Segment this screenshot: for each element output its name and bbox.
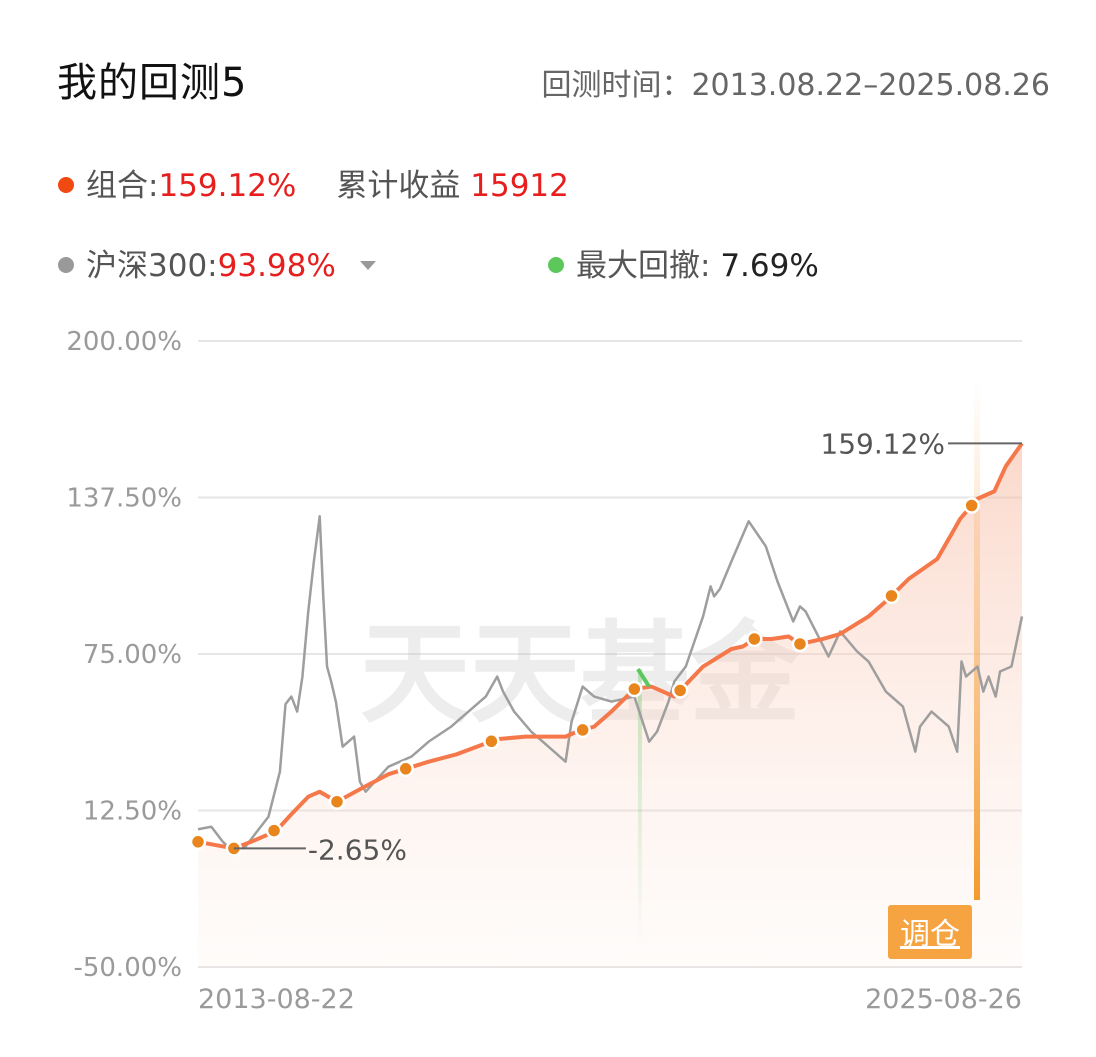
rebalance-marker[interactable]: [791, 635, 809, 653]
drawdown-band: [637, 669, 642, 947]
rebalance-marker[interactable]: [574, 721, 591, 739]
rebalance-marker[interactable]: [265, 822, 283, 839]
annotation-label: -2.65%: [308, 833, 407, 866]
benchmark-return: 93.98%: [217, 248, 336, 284]
max-drawdown-legend: 最大回撤: 7.69%: [548, 240, 819, 285]
benchmark-line: [197, 515, 1024, 854]
legend-row-portfolio: 组合:159.12% 累计收益 15912: [58, 160, 569, 205]
y-tick-label: 137.50%: [66, 484, 182, 514]
cumulative-label: 累计收益: [336, 168, 461, 204]
rebalance-marker[interactable]: [671, 682, 689, 699]
max-drawdown-value: 7.69%: [720, 248, 819, 284]
benchmark-dot-icon: [58, 256, 74, 273]
rebalance-marker[interactable]: [963, 497, 980, 514]
portfolio-area: [198, 443, 1022, 967]
legend-row-benchmark: 沪深300:93.98% 最大回撤: 7.69%: [58, 240, 819, 285]
benchmark-selector[interactable]: 沪深300:93.98%: [58, 248, 376, 284]
y-tick-label: 75.00%: [83, 640, 182, 670]
series-lines: [197, 442, 1024, 854]
drawdown-band-fill: [637, 669, 642, 947]
rebalance-marker[interactable]: [746, 630, 763, 648]
rebalance-button[interactable]: 调仓: [888, 905, 972, 959]
y-tick-label: 200.00%: [66, 327, 182, 357]
y-tick-label: -50.00%: [73, 953, 182, 983]
portfolio-area-fill: [198, 443, 1022, 967]
cumulative-value: 15912: [470, 168, 569, 204]
rebalance-guide: [974, 380, 980, 900]
portfolio-line: [197, 442, 1024, 851]
page-title: 我的回测5: [57, 60, 248, 106]
x-axis: 2013-08-22 2025-08-26: [198, 984, 1022, 1015]
rebalance-marker[interactable]: [397, 760, 414, 778]
rebalance-markers: [189, 497, 980, 857]
backtest-period: 回测时间：2013.08.22–2025.08.26: [541, 60, 1050, 104]
drawdown-line: [636, 667, 651, 688]
rebalance-marker[interactable]: [626, 680, 643, 698]
x-tick-label: 2013-08-22: [198, 984, 355, 1015]
y-axis: 200.00% 137.50% 75.00% 12.50% -50.00%: [66, 327, 182, 983]
portfolio-label: 组合:: [86, 168, 159, 204]
max-drawdown-label: 最大回撤:: [576, 248, 711, 284]
rebalance-guide-line: [974, 380, 980, 900]
annotation-label: 159.12%: [820, 427, 945, 460]
period-label: 回测时间：: [541, 68, 692, 103]
rebalance-marker[interactable]: [328, 793, 346, 810]
rebalance-marker[interactable]: [883, 587, 900, 605]
rebalance-marker[interactable]: [189, 833, 207, 851]
rebalance-marker[interactable]: [483, 733, 500, 750]
x-tick-label: 2025-08-26: [865, 984, 1022, 1015]
benchmark-label: 沪深300:: [86, 248, 218, 284]
portfolio-dot-icon: [58, 176, 74, 193]
portfolio-return: 159.12%: [158, 168, 297, 204]
y-tick-label: 12.50%: [83, 797, 182, 827]
caret-down-icon[interactable]: [359, 261, 376, 270]
annotations: 159.12% -2.65%: [233, 427, 1022, 866]
drawdown-dot-icon: [548, 256, 564, 273]
period-range: 2013.08.22–2025.08.26: [691, 68, 1050, 103]
